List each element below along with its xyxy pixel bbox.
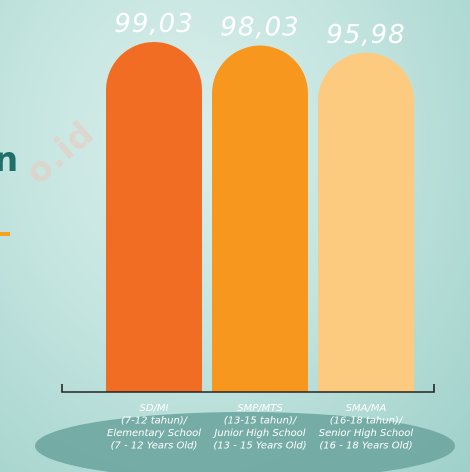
bar-3: [318, 52, 414, 392]
category-label-3-line-1: SMA/MA: [346, 403, 387, 414]
base-ellipse: [35, 412, 455, 472]
category-label-1-line-2: (7-12 tahun)/: [121, 416, 189, 427]
value-label-2: 98,03: [220, 13, 299, 43]
partial-title-letter: n: [0, 140, 19, 180]
category-label-1-line-1: SD/MI: [140, 403, 169, 414]
category-label-3-line-4: (16 - 18 Years Old): [319, 441, 412, 452]
category-label-3-line-2: (16-18 tahun)/: [330, 416, 404, 427]
x-axis-line: [61, 384, 435, 393]
category-label-1-line-3: Elementary School: [107, 428, 201, 439]
value-label-3: 95,98: [326, 20, 405, 50]
value-label-1: 99,03: [114, 9, 193, 39]
partial-accent-dash: [0, 232, 10, 236]
category-label-1-line-4: (7 - 12 Years Old): [111, 441, 198, 452]
category-label-3-line-3: Senior High School: [319, 428, 414, 439]
bar-2: [212, 45, 308, 393]
category-label-2-line-1: SMP/MTS: [237, 403, 283, 414]
bar-1: [106, 42, 202, 392]
category-label-2-line-4: (13 - 15 Years Old): [213, 441, 306, 452]
category-label-2-line-3: Junior High School: [212, 428, 305, 439]
category-label-2-line-2: (13-15 tahun)/: [224, 416, 298, 427]
